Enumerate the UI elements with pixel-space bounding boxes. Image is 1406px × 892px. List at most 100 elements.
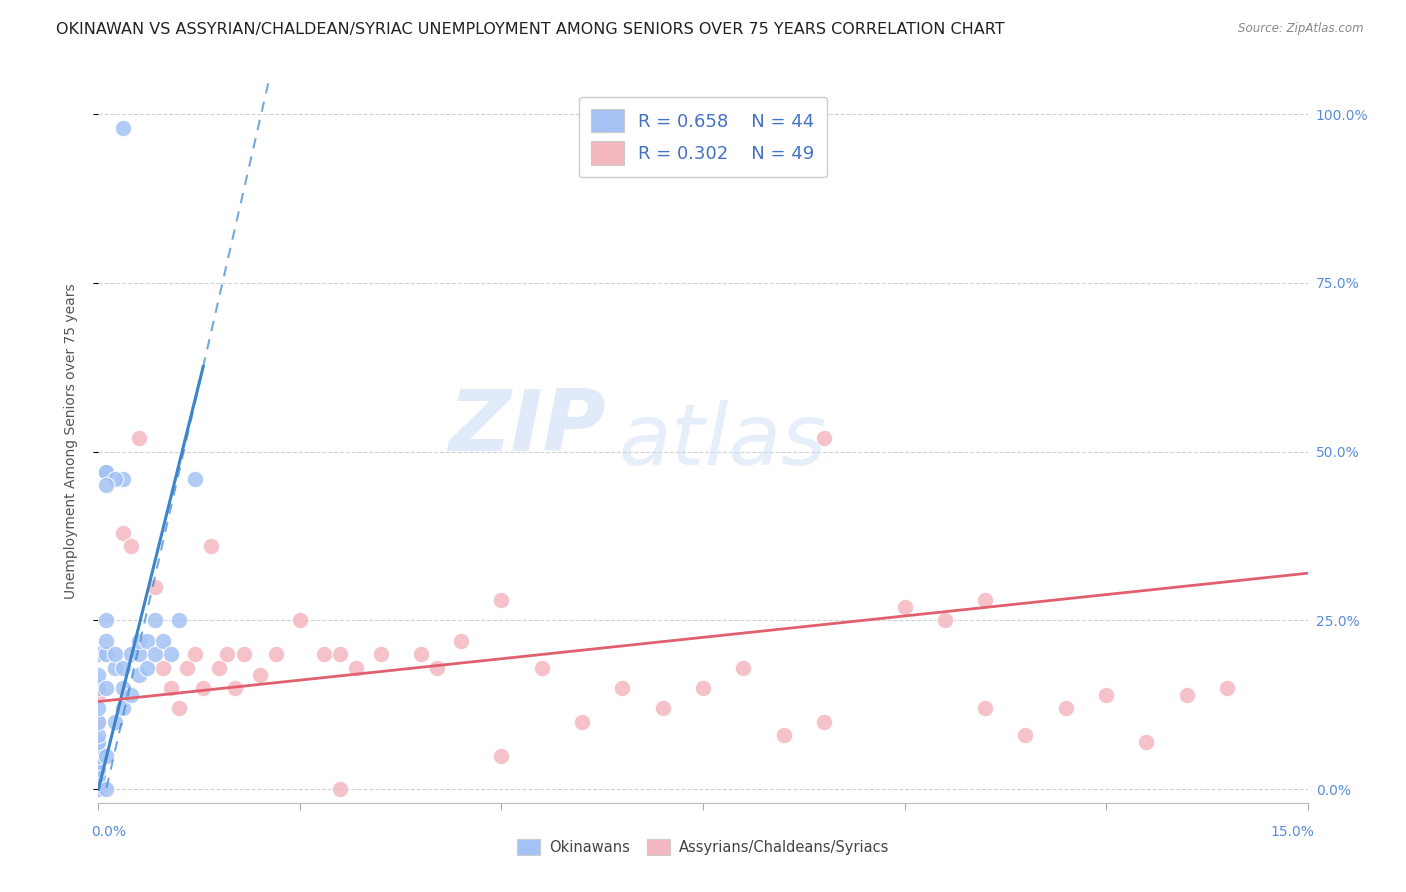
Point bbox=[167, 614, 190, 628]
Point bbox=[111, 701, 134, 715]
Point bbox=[264, 647, 287, 661]
Point bbox=[143, 580, 166, 594]
Point bbox=[772, 728, 794, 742]
Point bbox=[1014, 728, 1036, 742]
Point bbox=[111, 120, 134, 135]
Point bbox=[200, 539, 222, 553]
Point bbox=[491, 593, 513, 607]
Point bbox=[184, 647, 207, 661]
Point bbox=[426, 661, 449, 675]
Point bbox=[87, 782, 110, 797]
Point bbox=[344, 661, 367, 675]
Point bbox=[103, 472, 125, 486]
Point bbox=[87, 769, 110, 783]
Point bbox=[288, 614, 311, 628]
Point bbox=[120, 688, 142, 702]
Point bbox=[96, 478, 118, 492]
Point bbox=[87, 701, 110, 715]
Point bbox=[217, 647, 239, 661]
Point bbox=[128, 431, 150, 445]
Point bbox=[96, 748, 118, 763]
Text: 0.0%: 0.0% bbox=[91, 825, 127, 839]
Point bbox=[934, 614, 956, 628]
Point bbox=[87, 741, 110, 756]
Point bbox=[120, 647, 142, 661]
Point bbox=[87, 748, 110, 763]
Point bbox=[96, 633, 118, 648]
Y-axis label: Unemployment Among Seniors over 75 years: Unemployment Among Seniors over 75 years bbox=[63, 284, 77, 599]
Point bbox=[103, 661, 125, 675]
Point bbox=[128, 667, 150, 681]
Point bbox=[87, 782, 110, 797]
Point bbox=[530, 661, 553, 675]
Point bbox=[1054, 701, 1077, 715]
Point bbox=[1175, 688, 1198, 702]
Point bbox=[96, 681, 118, 695]
Point bbox=[160, 681, 183, 695]
Point bbox=[87, 714, 110, 729]
Point bbox=[87, 647, 110, 661]
Point bbox=[87, 735, 110, 749]
Point bbox=[96, 465, 118, 479]
Point bbox=[87, 667, 110, 681]
Point bbox=[571, 714, 593, 729]
Point bbox=[111, 525, 134, 540]
Point bbox=[87, 775, 110, 789]
Point bbox=[208, 661, 231, 675]
Text: 15.0%: 15.0% bbox=[1271, 825, 1315, 839]
Point bbox=[87, 688, 110, 702]
Point bbox=[167, 701, 190, 715]
Point bbox=[1135, 735, 1157, 749]
Point bbox=[1216, 681, 1239, 695]
Point bbox=[87, 728, 110, 742]
Point bbox=[184, 472, 207, 486]
Point bbox=[733, 661, 755, 675]
Point bbox=[103, 714, 125, 729]
Point bbox=[813, 431, 835, 445]
Point bbox=[974, 593, 997, 607]
Text: ZIP: ZIP bbox=[449, 385, 606, 468]
Point bbox=[87, 782, 110, 797]
Point bbox=[143, 647, 166, 661]
Point bbox=[176, 661, 198, 675]
Legend: Okinawans, Assyrians/Chaldeans/Syriacs: Okinawans, Assyrians/Chaldeans/Syriacs bbox=[510, 833, 896, 861]
Point bbox=[135, 633, 157, 648]
Point bbox=[974, 701, 997, 715]
Point bbox=[96, 782, 118, 797]
Point bbox=[651, 701, 673, 715]
Point bbox=[111, 681, 134, 695]
Point bbox=[314, 647, 336, 661]
Point bbox=[152, 661, 174, 675]
Point bbox=[87, 714, 110, 729]
Point bbox=[409, 647, 432, 661]
Point bbox=[111, 661, 134, 675]
Point bbox=[120, 539, 142, 553]
Point bbox=[232, 647, 254, 661]
Point bbox=[96, 614, 118, 628]
Point bbox=[128, 633, 150, 648]
Point bbox=[160, 647, 183, 661]
Point bbox=[450, 633, 472, 648]
Point bbox=[224, 681, 246, 695]
Point bbox=[893, 599, 915, 614]
Point bbox=[87, 681, 110, 695]
Point bbox=[329, 782, 352, 797]
Point bbox=[1095, 688, 1118, 702]
Point bbox=[612, 681, 634, 695]
Point bbox=[96, 465, 118, 479]
Point bbox=[193, 681, 215, 695]
Point bbox=[111, 472, 134, 486]
Point bbox=[87, 756, 110, 770]
Point bbox=[249, 667, 271, 681]
Point bbox=[813, 714, 835, 729]
Point bbox=[491, 748, 513, 763]
Text: OKINAWAN VS ASSYRIAN/CHALDEAN/SYRIAC UNEMPLOYMENT AMONG SENIORS OVER 75 YEARS CO: OKINAWAN VS ASSYRIAN/CHALDEAN/SYRIAC UNE… bbox=[56, 22, 1005, 37]
Point bbox=[370, 647, 392, 661]
Point bbox=[143, 614, 166, 628]
Point bbox=[87, 782, 110, 797]
Point bbox=[96, 647, 118, 661]
Text: atlas: atlas bbox=[619, 400, 827, 483]
Point bbox=[692, 681, 714, 695]
Point bbox=[103, 647, 125, 661]
Text: Source: ZipAtlas.com: Source: ZipAtlas.com bbox=[1239, 22, 1364, 36]
